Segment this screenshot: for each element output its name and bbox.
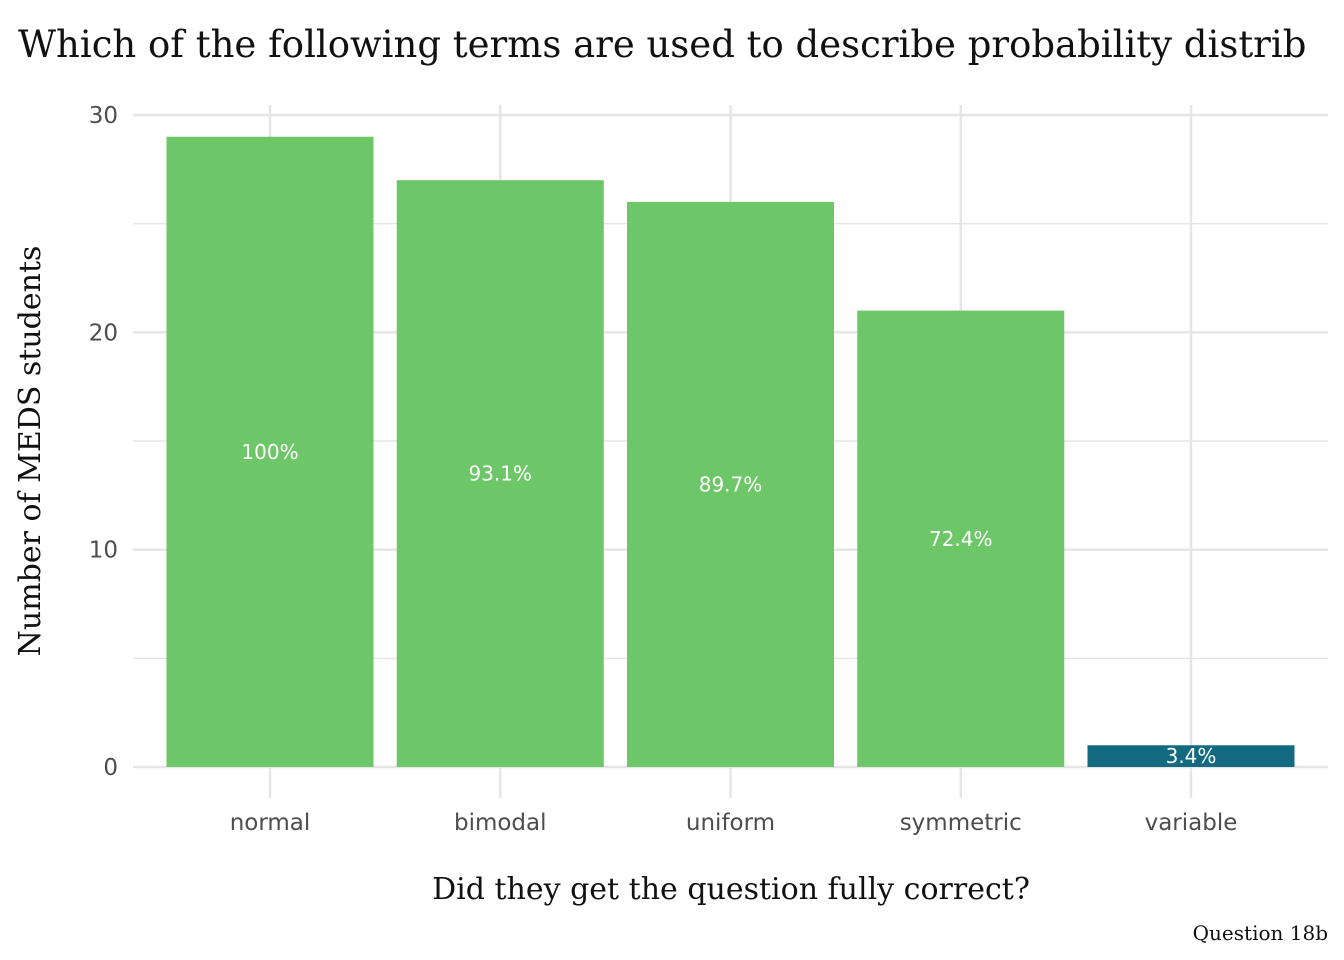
x-tick-label: uniform — [686, 810, 775, 836]
bar-labels: 100% 93.1% 89.7% 72.4% 3.4% — [241, 440, 1216, 768]
bar-uniform — [627, 201, 834, 767]
chart-title: Which of the following terms are used to… — [18, 23, 1306, 66]
x-axis-ticks: normal bimodal uniform symmetric variable — [230, 810, 1238, 836]
bar-value-label: 3.4% — [1166, 744, 1217, 768]
y-tick-label: 0 — [103, 755, 118, 781]
y-tick-label: 20 — [89, 320, 118, 346]
bar-bimodal — [396, 180, 604, 767]
bar-normal — [166, 136, 374, 767]
bar-variable — [1087, 745, 1295, 767]
y-axis-title: Number of MEDS students — [13, 246, 48, 657]
chart-caption: Question 18b — [1193, 921, 1328, 945]
x-tick-label: normal — [230, 810, 311, 836]
bar-value-label: 72.4% — [929, 527, 993, 551]
y-tick-label: 10 — [89, 538, 118, 564]
x-tick-label: variable — [1145, 810, 1238, 836]
bar-symmetric — [857, 310, 1065, 767]
x-tick-label: symmetric — [900, 810, 1022, 836]
y-tick-label: 30 — [89, 103, 118, 129]
bars — [166, 136, 1295, 767]
bar-value-label: 89.7% — [699, 472, 763, 496]
x-axis-title: Did they get the question fully correct? — [432, 872, 1030, 907]
bar-value-label: 100% — [241, 440, 298, 464]
y-axis-ticks: 0 10 20 30 — [89, 103, 118, 781]
bar-value-label: 93.1% — [468, 462, 532, 486]
x-tick-label: bimodal — [454, 810, 547, 836]
